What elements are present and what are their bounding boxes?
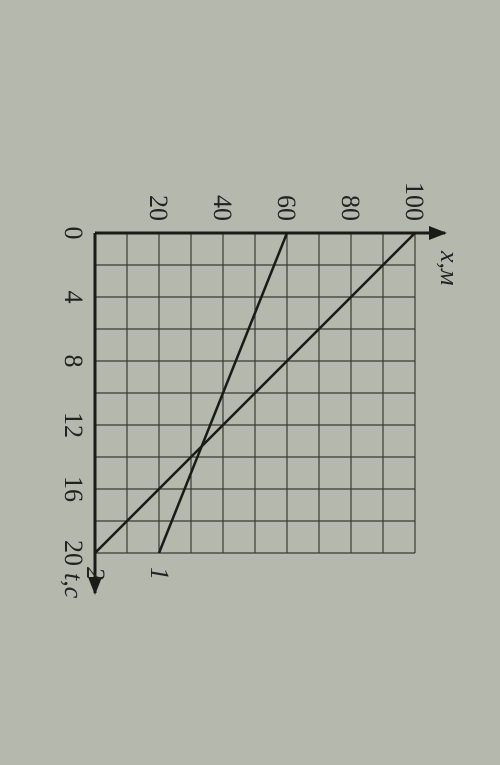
y-tick-label: 60 xyxy=(272,195,301,221)
x-tick-label: 4 xyxy=(59,290,88,303)
x-tick-label: 16 xyxy=(59,476,88,502)
y-tick-label: 40 xyxy=(208,195,237,221)
y-tick-label: 100 xyxy=(400,182,429,221)
y-tick-label: 20 xyxy=(144,195,173,221)
chart-container: 20406080100048121620x,мt,с12 xyxy=(35,143,465,623)
page: 20406080100048121620x,мt,с12 xyxy=(0,0,500,765)
y-tick-label: 80 xyxy=(336,195,365,221)
x-tick-label: 0 xyxy=(59,226,88,239)
y-axis-arrow xyxy=(429,226,447,240)
position-time-chart: 20406080100048121620x,мt,с12 xyxy=(35,143,465,623)
x-tick-label: 12 xyxy=(59,412,88,438)
x-tick-label: 8 xyxy=(59,354,88,367)
y-axis-label: x,м xyxy=(435,250,464,286)
series-label-2: 2 xyxy=(81,567,110,580)
x-tick-label: 20 xyxy=(59,540,88,566)
series-label-1: 1 xyxy=(145,567,174,580)
